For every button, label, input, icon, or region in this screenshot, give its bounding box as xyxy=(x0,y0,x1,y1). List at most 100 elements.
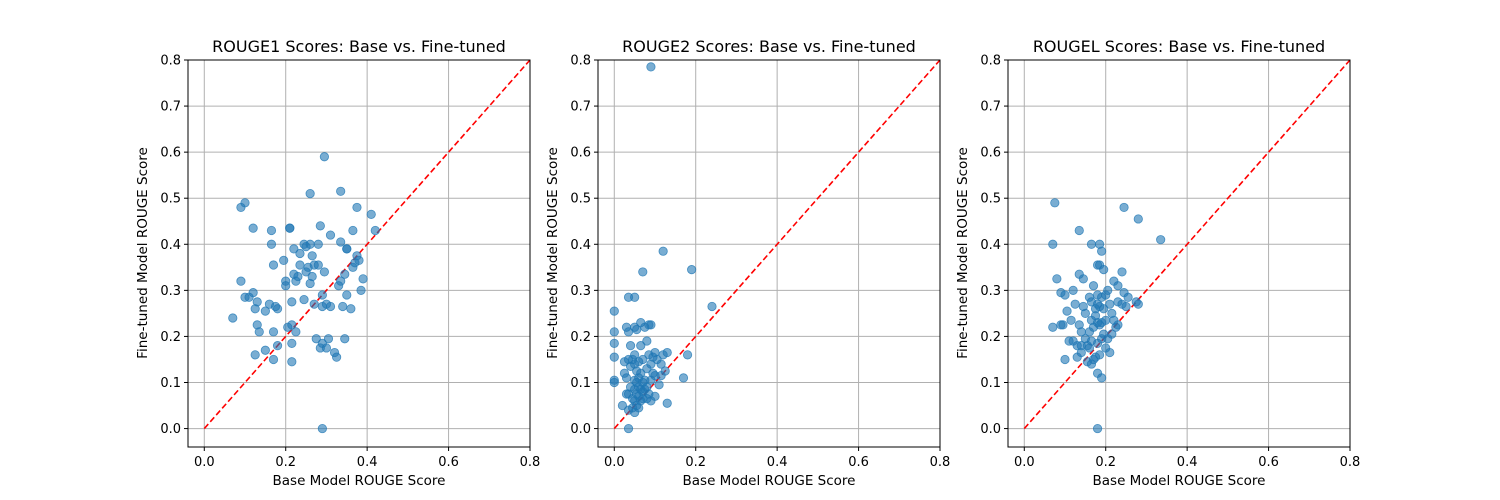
y-tick-label: 0.3 xyxy=(160,284,181,299)
y-tick-label: 0.6 xyxy=(980,146,1001,161)
scatter-point xyxy=(638,267,648,277)
scatter-point xyxy=(617,400,628,411)
x-axis-ticks: 0.0 0.2 0.4 0.6 0.8 xyxy=(604,447,950,470)
scatter-point xyxy=(268,354,279,365)
x-tick-label: 0.2 xyxy=(275,455,296,470)
reference-line xyxy=(203,59,531,430)
scatter-point xyxy=(313,239,323,249)
scatter-point xyxy=(1123,292,1133,302)
y-axis-ticks: 0.0 0.1 0.2 0.3 0.4 0.5 0.6 0.7 0.8 xyxy=(980,54,1008,437)
scatter-points xyxy=(228,152,380,434)
scatter-point xyxy=(307,251,317,261)
y-tick-label: 0.1 xyxy=(570,376,591,391)
scatter-point xyxy=(305,239,315,249)
scatter-point xyxy=(1052,274,1062,284)
y-tick-label: 0.2 xyxy=(980,330,1001,345)
scatter-point xyxy=(317,290,327,300)
scatter-point xyxy=(332,352,342,362)
scatter-point xyxy=(636,368,646,378)
scatter-point xyxy=(1066,315,1076,325)
scatter-point xyxy=(317,423,327,434)
scatter-point xyxy=(1156,235,1166,245)
y-tick-label: 0.0 xyxy=(570,422,591,437)
y-tick-label: 0.6 xyxy=(160,146,181,161)
scatter-point xyxy=(240,198,250,208)
scatter-point xyxy=(1080,308,1090,318)
scatter-point xyxy=(309,299,319,309)
scatter-point xyxy=(252,297,262,307)
scatter-point xyxy=(319,267,329,277)
scatter-point xyxy=(293,271,303,282)
scatter-point xyxy=(336,186,346,196)
scatter-point xyxy=(1105,299,1115,309)
x-tick-label: 0.4 xyxy=(357,455,378,470)
chart-title: ROUGE1 Scores: Base vs. Fine-tuned xyxy=(212,37,506,56)
scatter-point xyxy=(609,338,619,348)
x-tick-label: 0.2 xyxy=(1095,455,1116,470)
scatter-point xyxy=(1099,304,1109,314)
scatter-point xyxy=(291,327,301,337)
scatter-point xyxy=(307,271,317,282)
scatter-point xyxy=(660,366,670,376)
chart-title: ROUGE2 Scores: Base vs. Fine-tuned xyxy=(622,37,916,56)
scatter-point xyxy=(1062,306,1072,316)
scatter-point xyxy=(285,223,295,233)
x-tick-label: 0.4 xyxy=(767,455,788,470)
scatter-point xyxy=(272,304,283,314)
scatter-point xyxy=(1121,301,1131,312)
scatter-point xyxy=(336,237,346,247)
scatter-point xyxy=(1088,281,1099,291)
scatter-point xyxy=(299,294,309,305)
y-tick-label: 0.2 xyxy=(160,330,181,345)
scatter-point xyxy=(1107,329,1117,339)
scatter-point xyxy=(321,343,332,353)
scatter-point xyxy=(342,244,352,254)
y-equals-x-line xyxy=(1023,59,1351,430)
plot-frame xyxy=(187,59,531,448)
scatter-point xyxy=(646,320,656,330)
scatter-point xyxy=(313,260,323,270)
scatter-point xyxy=(342,290,352,300)
scatter-point xyxy=(266,239,277,249)
x-axis-label: Base Model ROUGE Score xyxy=(273,473,446,489)
y-tick-label: 0.6 xyxy=(570,146,591,161)
scatter-point xyxy=(254,327,264,337)
scatter-point xyxy=(623,423,634,434)
scatter-point xyxy=(358,274,368,284)
scatter-point xyxy=(654,380,664,390)
scatter-point xyxy=(662,347,672,358)
reference-line xyxy=(1023,59,1351,430)
scatter-point xyxy=(319,152,329,162)
scatter-point xyxy=(1095,350,1105,360)
scatter-point xyxy=(340,334,350,344)
scatter-point xyxy=(1117,267,1127,277)
scatter-point xyxy=(287,320,297,330)
x-tick-label: 0.8 xyxy=(1340,455,1361,470)
scatter-point xyxy=(287,338,297,348)
scatter-point xyxy=(1074,225,1084,236)
y-tick-label: 0.8 xyxy=(160,54,181,69)
x-tick-label: 0.8 xyxy=(930,455,951,470)
scatter-point xyxy=(1113,281,1123,291)
y-axis-label: Fine-tuned Model ROUGE Score xyxy=(545,147,561,359)
scatter-point xyxy=(287,297,297,307)
scatter-point xyxy=(348,225,358,236)
x-tick-label: 0.0 xyxy=(194,455,215,470)
subplot-rouge2: 0.0 0.2 0.4 0.6 0.8 0.0 0.1 0.2 0.3 0.4 0.5 0.6 0.7… xyxy=(545,37,950,489)
scatter-point xyxy=(323,334,334,344)
scatter-point xyxy=(311,334,321,344)
scatter-point xyxy=(1048,322,1058,332)
y-tick-label: 0.2 xyxy=(570,330,591,345)
y-tick-label: 0.4 xyxy=(160,238,181,253)
scatter-point xyxy=(638,354,648,365)
scatter-point xyxy=(1133,299,1143,309)
scatter-point xyxy=(662,398,672,408)
scatter-point xyxy=(295,260,305,270)
y-tick-label: 0.7 xyxy=(980,100,1001,115)
scatter-point xyxy=(236,276,246,286)
scatter-point xyxy=(625,341,636,351)
scatter-points xyxy=(609,62,717,434)
scatter-point xyxy=(1050,198,1060,208)
scatter-point xyxy=(630,292,640,302)
